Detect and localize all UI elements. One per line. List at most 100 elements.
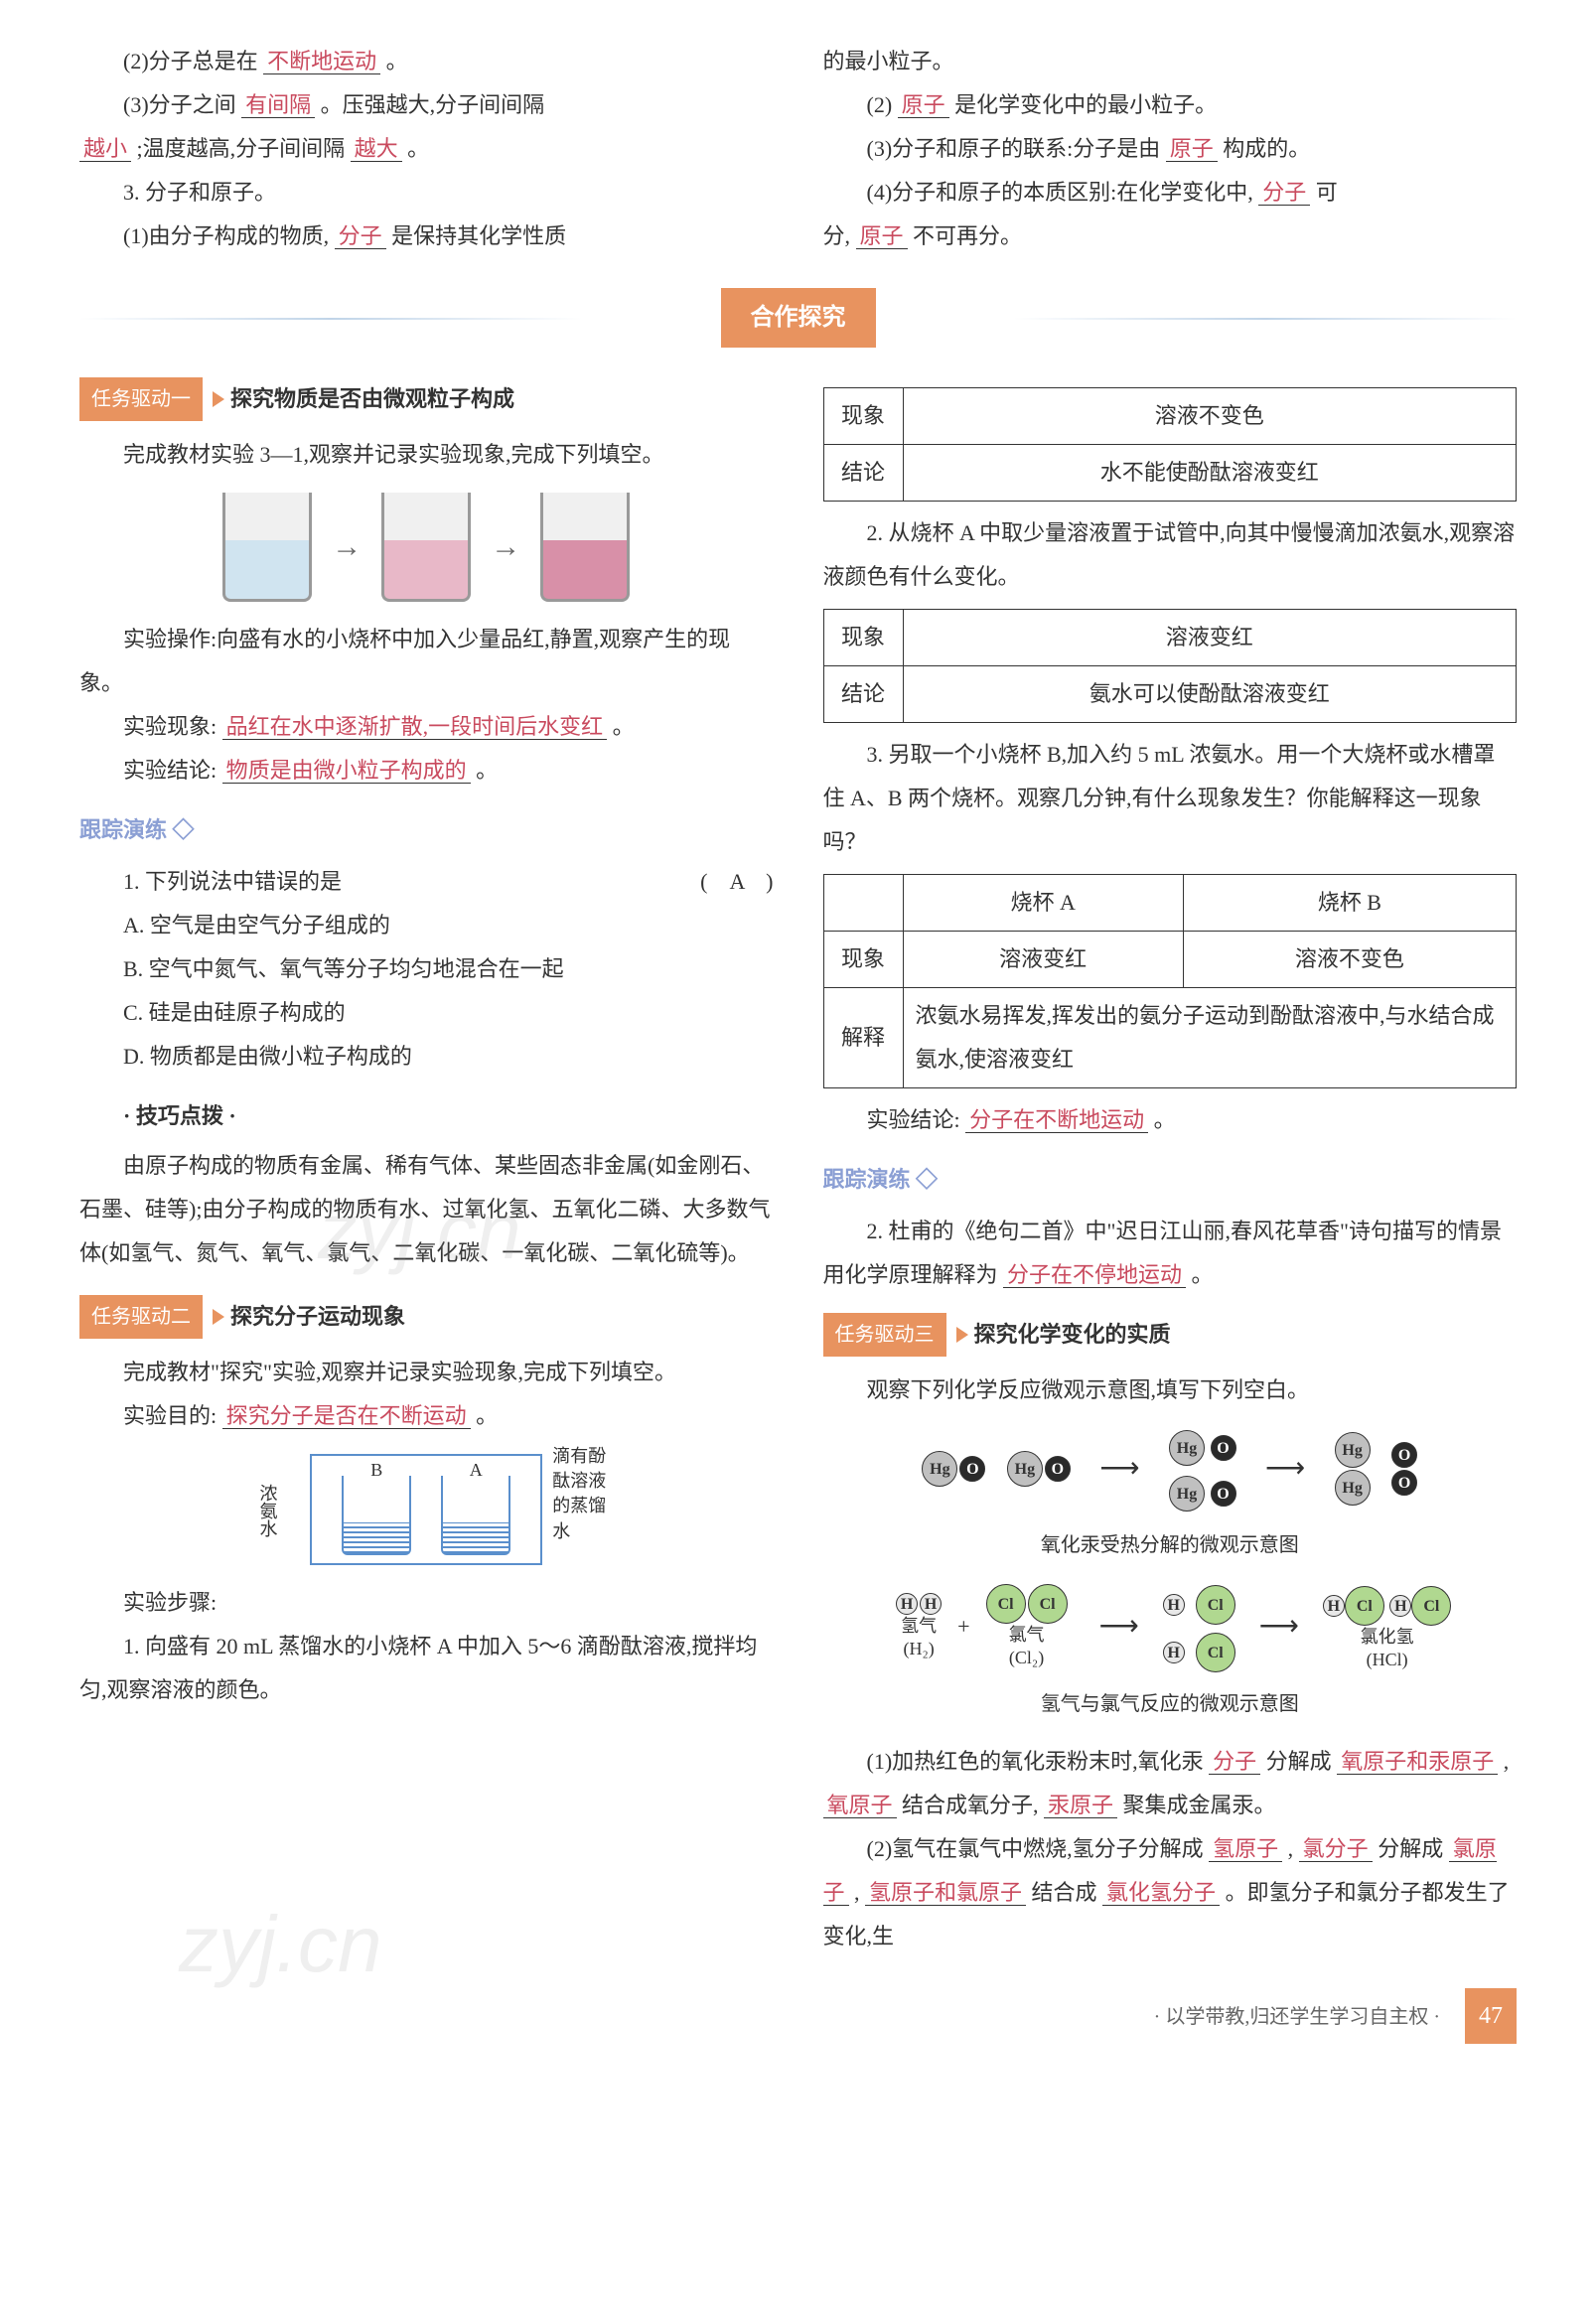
answer: 品红在水中逐渐扩散,一段时间后水变红 [222,714,608,740]
h-atom-icon: H [920,1593,942,1615]
task1-conclusion: 实验结论: 物质是由微小粒子构成的 。 [79,749,774,793]
cl-atom-icon: Cl [1196,1585,1235,1625]
line-r4: (4)分子和原子的本质区别:在化学变化中, 分子 可 [823,171,1518,215]
answer: 氧原子 [823,1793,897,1818]
fill-2: (2)氢气在氯气中燃烧,氢分子分解成 氢原子 , 氯分子 分解成 氯原子 , 氢… [823,1827,1518,1958]
line-3: 3. 分子和原子。 [79,171,774,215]
table-row: 结论 水不能使酚酞溶液变红 [823,445,1517,502]
diagram-label-right: 滴有酚酞溶液的蒸馏水 [552,1444,622,1544]
answer: 氢原子和氯原子 [865,1880,1026,1906]
hgo-diagram: HgO HgO ⟶ Hg O Hg O ⟶ Hg Hg O O [823,1424,1518,1513]
task2-steps-label: 实验步骤: [79,1581,774,1625]
answer: 原子 [856,223,908,249]
arrow-icon [956,1327,968,1343]
line-3-1: (1)由分子构成的物质, 分子 是保持其化学性质 [79,215,774,258]
answer: 氧原子和汞原子 [1337,1749,1498,1775]
main-right-col: 现象 溶液不变色 结论 水不能使酚酞溶液变红 2. 从烧杯 A 中取少量溶液置于… [823,377,1518,1958]
diagram-label-left: 浓氨水 [254,1484,279,1537]
hg-atom-icon: Hg [1169,1430,1205,1466]
task1-intro: 完成教材实验 3—1,观察并记录实验现象,完成下列填空。 [79,433,774,477]
answer: 分子 [1209,1749,1260,1775]
table-row: 现象 溶液变红 [823,610,1517,666]
line-2-3b: 越小 ;温度越高,分子间间隔 越大 。 [79,127,774,171]
outer-box: B A [310,1454,542,1565]
answer: 氢原子 [1209,1836,1282,1862]
o-atom-icon: O [1045,1456,1071,1482]
h-atom-icon: H [1163,1642,1185,1663]
answer: 氯分子 [1299,1836,1373,1862]
top-left-col: (2)分子总是在 不断地运动 。 (3)分子之间 有间隔 。压强越大,分子间间隔… [79,40,774,258]
caption-2: 氢气与氯气反应的微观示意图 [823,1684,1518,1724]
answer: 探究分子是否在不断运动 [222,1403,471,1429]
step3: 3. 另取一个小烧杯 B,加入约 5 mL 浓氨水。用一个大烧杯或水槽罩住 A、… [823,733,1518,864]
task2-header: 任务驱动二 探究分子运动现象 [79,1295,774,1339]
main-section: 任务驱动一 探究物质是否由微观粒子构成 完成教材实验 3—1,观察并记录实验现象… [79,377,1517,1958]
tip-label: · 技巧点拨 · [79,1094,774,1138]
hg-atom-icon: Hg [1007,1451,1043,1487]
o-atom-icon: O [959,1456,985,1482]
task2-diagram: 浓氨水 B A 滴有酚酞溶液的蒸馏水 [79,1454,774,1565]
beaker-diagram-1: → → [79,493,774,602]
cl-atom-icon: Cl [986,1584,1026,1624]
hg-atom-icon: Hg [1335,1432,1371,1468]
answer: 原子 [898,92,949,118]
tracking-label-2: 跟踪演练 ◇ [823,1158,1518,1202]
arrow-icon: → [491,517,520,577]
arrow-icon: ⟶ [1259,1599,1299,1655]
answer: 有间隔 [241,92,315,118]
q1-opt-d: D. 物质都是由微小粒子构成的 [79,1035,774,1079]
banner-text: 合作探究 [721,288,876,348]
hcl-diagram: HH 氢气(H₂) + ClCl 氯气(Cl₂) ⟶ H Cl H Cl ⟶ H… [823,1581,1518,1672]
answer: 汞原子 [1044,1793,1117,1818]
line-2-3: (3)分子之间 有间隔 。压强越大,分子间间隔 [79,83,774,127]
beaker-icon [381,493,471,602]
footer-text: · 以学带教,归还学生学习自主权 · [1154,2006,1440,2028]
line-r1: 的最小粒子。 [823,40,1518,83]
hg-atom-icon: Hg [1335,1470,1371,1506]
caption-1: 氧化汞受热分解的微观示意图 [823,1525,1518,1565]
task2-title: 探究分子运动现象 [230,1295,405,1339]
hg-atom-icon: Hg [922,1451,957,1487]
fill-1: (1)加热红色的氧化汞粉末时,氧化汞 分子 分解成 氧原子和汞原子 , 氧原子 … [823,1740,1518,1827]
line-2-2: (2)分子总是在 不断地运动 。 [79,40,774,83]
answer: 原子 [1166,136,1218,162]
answer: 物质是由微小粒子构成的 [222,758,471,784]
task2-purpose: 实验目的: 探究分子是否在不断运动 。 [79,1394,774,1438]
h-atom-icon: H [1163,1594,1185,1616]
answer: 氯化氢分子 [1102,1880,1220,1906]
exp-conclusion: 实验结论: 分子在不断地运动 。 [823,1098,1518,1142]
beaker-a-icon: A [441,1476,510,1555]
task3-header: 任务驱动三 探究化学变化的实质 [823,1313,1518,1357]
arrow-icon: ⟶ [1265,1453,1305,1484]
task2-badge: 任务驱动二 [79,1295,203,1339]
q1-opt-c: C. 硅是由硅原子构成的 [79,991,774,1035]
page-number: 47 [1465,1988,1517,2044]
h-atom-icon: H [896,1593,918,1615]
page-content: (2)分子总是在 不断地运动 。 (3)分子之间 有间隔 。压强越大,分子间间隔… [79,40,1517,2044]
answer: 越小 [79,136,131,162]
q1-opt-b: B. 空气中氮气、氧气等分子均匀地混合在一起 [79,947,774,991]
beaker-icon [540,493,630,602]
table-row: 现象 溶液变红 溶液不变色 [823,932,1517,988]
beaker-icon [222,493,312,602]
answer: 越大 [351,136,402,162]
tracking-label: 跟踪演练 ◇ [79,808,774,852]
line-r5: 分, 原子 不可再分。 [823,215,1518,258]
step2: 2. 从烧杯 A 中取少量溶液置于试管中,向其中慢慢滴加浓氨水,观察溶液颜色有什… [823,511,1518,599]
o-atom-icon: O [1391,1470,1417,1496]
h-atom-icon: H [1323,1595,1345,1617]
section-banner: 合作探究 [79,288,1517,348]
q2: 2. 杜甫的《绝句二首》中"迟日江山丽,春风花草香"诗句描写的情景用化学原理解释… [823,1210,1518,1297]
task1-title: 探究物质是否由微观粒子构成 [230,377,514,421]
o-atom-icon: O [1391,1442,1417,1468]
arrow-icon: ⟶ [1099,1453,1139,1484]
main-left-col: 任务驱动一 探究物质是否由微观粒子构成 完成教材实验 3—1,观察并记录实验现象… [79,377,774,1958]
table-2: 现象 溶液变红 结论 氨水可以使酚酞溶液变红 [823,609,1518,723]
tip-text: 由原子构成的物质有金属、稀有气体、某些固态非金属(如金刚石、石墨、硅等);由分子… [79,1144,774,1275]
table-row: 烧杯 A 烧杯 B [823,875,1517,932]
task3-badge: 任务驱动三 [823,1313,946,1357]
answer: 分子 [335,223,386,249]
task3-title: 探究化学变化的实质 [974,1313,1171,1357]
arrow-icon: ⟶ [1099,1599,1139,1655]
arrow-icon [213,1309,224,1325]
